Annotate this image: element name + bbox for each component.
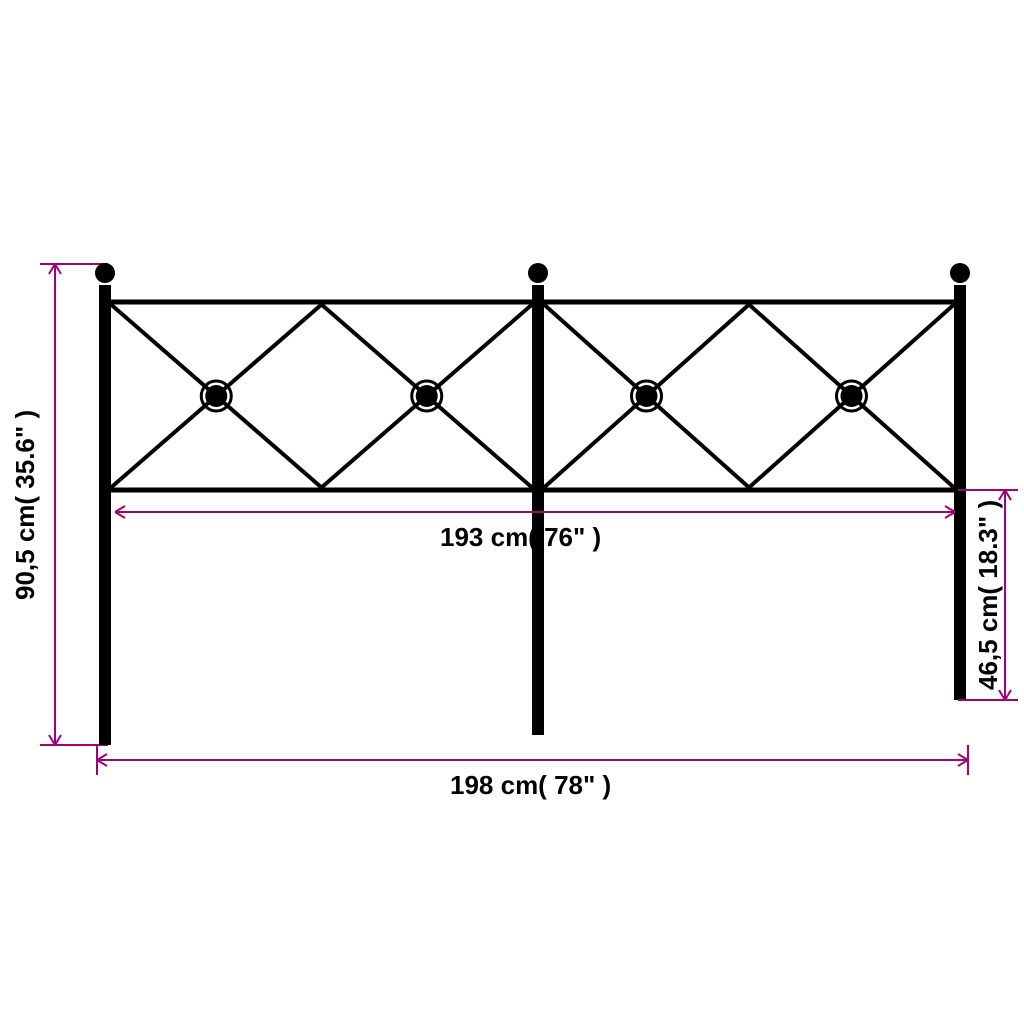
label-width-total: 198 cm( 78" ): [450, 770, 611, 801]
diagram-stage: 90,5 cm( 35.6" ) 46,5 cm( 18.3" ) 193 cm…: [0, 0, 1024, 1024]
label-height-total: 90,5 cm( 35.6" ): [10, 284, 41, 725]
label-height-lower: 46,5 cm( 18.3" ): [973, 485, 1004, 705]
dimension-diagram: [0, 0, 1024, 1024]
label-width-inner: 193 cm( 76" ): [440, 522, 601, 553]
